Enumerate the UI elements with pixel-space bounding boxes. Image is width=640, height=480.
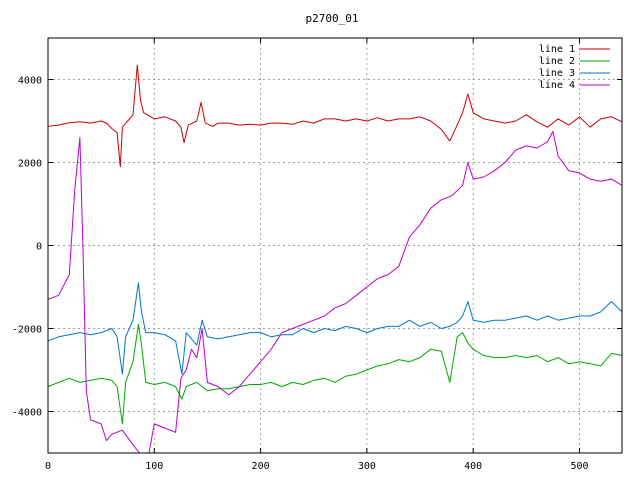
legend-label-2: line 2 bbox=[539, 56, 575, 67]
y-tick-label-0: -4000 bbox=[12, 408, 42, 419]
x-tick-label-4: 400 bbox=[464, 461, 482, 472]
series-line-4 bbox=[48, 130, 622, 453]
x-tick-label-0: 0 bbox=[45, 461, 51, 472]
x-tick-label-3: 300 bbox=[358, 461, 376, 472]
y-tick-label-3: 2000 bbox=[18, 159, 42, 170]
chart-title: p2700_01 bbox=[306, 12, 359, 25]
x-tick-label-1: 100 bbox=[145, 461, 163, 472]
y-tick-label-4: 4000 bbox=[18, 76, 42, 87]
x-tick-label-5: 500 bbox=[570, 461, 588, 472]
x-tick-label-2: 200 bbox=[252, 461, 270, 472]
legend-label-4: line 4 bbox=[539, 80, 575, 91]
series-line-3 bbox=[48, 282, 622, 375]
series-line-1 bbox=[48, 64, 622, 168]
grid bbox=[48, 38, 622, 453]
series-line-2 bbox=[48, 323, 622, 425]
axis-ticks: 0 100 200 300 400 500 -4000 -2000 0 2000 4000 bbox=[12, 38, 622, 472]
series-lines bbox=[48, 64, 622, 453]
y-tick-label-2: 0 bbox=[36, 242, 42, 253]
legend-label-3: line 3 bbox=[539, 68, 575, 79]
y-tick-label-1: -2000 bbox=[12, 325, 42, 336]
legend-label-1: line 1 bbox=[539, 44, 575, 55]
